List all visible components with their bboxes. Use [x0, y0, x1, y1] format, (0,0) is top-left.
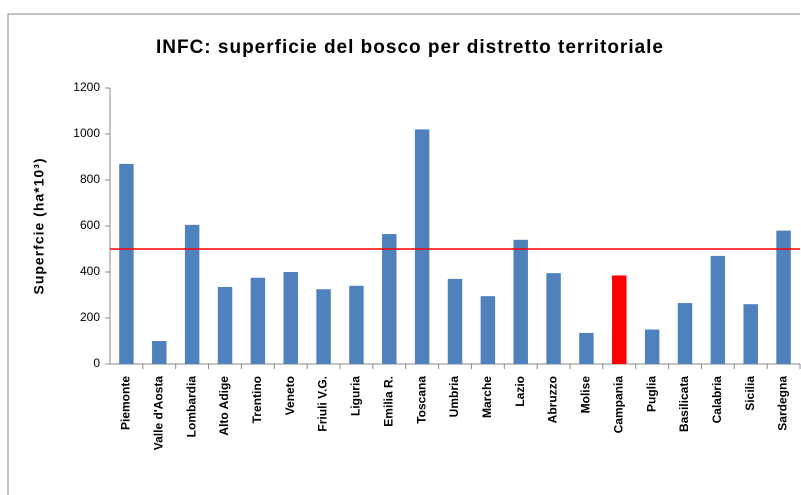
x-tick-label: Abruzzo [546, 376, 560, 423]
x-tick-label: Emilia R. [381, 376, 395, 427]
bar [612, 275, 627, 364]
y-tick-label: 600 [80, 218, 100, 232]
bar [447, 278, 463, 364]
x-tick-label: Campania [611, 376, 625, 434]
x-tick-label: Alto Adige [217, 376, 231, 436]
bar [677, 303, 693, 364]
bar [119, 163, 134, 364]
bar [710, 255, 726, 364]
chart-frame [7, 13, 800, 495]
bar [513, 239, 528, 364]
x-tick-label: Friuli V.G. [316, 376, 330, 432]
y-axis-label: Superfcie (ha*10³) [31, 157, 47, 294]
x-tick-label: Calabria [710, 376, 724, 424]
x-tick-label: Puglia [644, 376, 658, 412]
x-tick-label: Basilicata [677, 376, 691, 432]
bar [316, 289, 331, 364]
bar [546, 273, 561, 364]
bar [217, 286, 233, 364]
x-tick-label: Piemonte [119, 376, 133, 430]
bar [414, 129, 430, 364]
y-tick-label: 400 [80, 264, 100, 278]
x-tick-label: Trentino [250, 376, 264, 423]
bar [349, 285, 364, 364]
x-tick-label: Lazio [513, 376, 527, 407]
bar [152, 341, 167, 364]
x-tick-label: Molise [579, 376, 593, 414]
bar [283, 272, 298, 364]
bar [776, 230, 791, 364]
bar [382, 234, 397, 364]
x-tick-label: Umbria [447, 376, 461, 418]
x-tick-label: Sardegna [776, 376, 790, 431]
bar [644, 329, 660, 364]
bar [184, 224, 200, 364]
y-tick-label: 1000 [73, 126, 100, 140]
bar [579, 332, 594, 364]
y-tick-label: 200 [80, 310, 100, 324]
chart-title: INFC: superficie del bosco per distretto… [156, 37, 664, 58]
bar [480, 296, 496, 364]
x-tick-label: Veneto [283, 376, 297, 415]
x-tick-label: Sicilia [743, 376, 757, 411]
y-tick-label: 0 [93, 356, 100, 370]
bar [743, 304, 758, 364]
x-tick-label: Valle d'Aosta [151, 376, 165, 451]
y-tick-label: 1200 [73, 80, 100, 94]
bar [250, 277, 266, 364]
x-tick-label: Lombardia [184, 376, 198, 438]
x-tick-label: Liguria [349, 376, 363, 416]
x-tick-label: Marche [480, 376, 494, 418]
y-tick-label: 800 [80, 172, 100, 186]
x-tick-label: Toscana [414, 376, 428, 424]
